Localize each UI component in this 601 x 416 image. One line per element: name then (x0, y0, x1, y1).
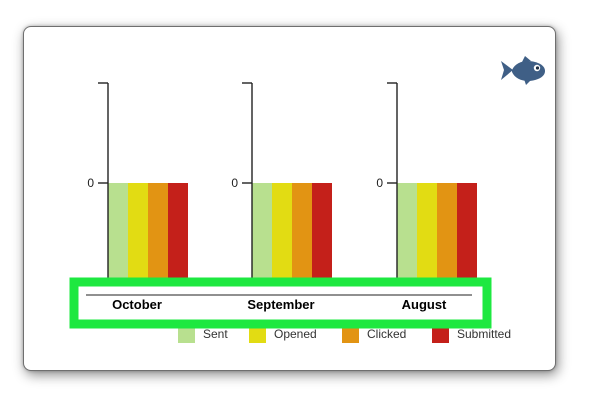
legend-label-sent: Sent (203, 327, 228, 341)
legend-swatch-clicked (342, 326, 359, 343)
x-tick-label-october: October (112, 297, 162, 312)
bar-submitted-october (168, 183, 188, 282)
bar-submitted-september (312, 183, 332, 282)
bar-opened-october (128, 183, 148, 282)
bar-clicked-september (292, 183, 312, 282)
bar-clicked-august (437, 183, 457, 282)
bar-sent-october (108, 183, 128, 282)
legend-swatch-opened (249, 326, 266, 343)
bar-sent-august (397, 183, 417, 282)
bar-opened-august (417, 183, 437, 282)
bar-sent-september (252, 183, 272, 282)
x-tick-label-september: September (247, 297, 314, 312)
category-highlight-box (69, 277, 492, 329)
legend-label-opened: Opened (274, 327, 317, 341)
bar-opened-september (272, 183, 292, 282)
legend-swatch-submitted (432, 326, 449, 343)
fish-icon (501, 56, 545, 85)
y-tick-label-september: 0 (231, 176, 238, 190)
bar-clicked-october (148, 183, 168, 282)
y-tick-label-august: 0 (376, 176, 383, 190)
y-tick-label-october: 0 (87, 176, 94, 190)
x-tick-label-august: August (402, 297, 447, 312)
legend-swatch-sent (178, 326, 195, 343)
legend-label-submitted: Submitted (457, 327, 511, 341)
bar-submitted-august (457, 183, 477, 282)
legend-label-clicked: Clicked (367, 327, 406, 341)
